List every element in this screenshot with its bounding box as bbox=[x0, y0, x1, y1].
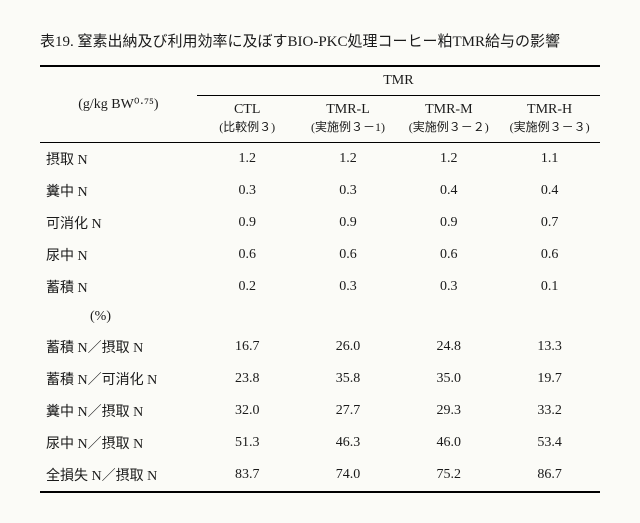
cell-value: 19.7 bbox=[499, 363, 600, 395]
cell-value: 0.3 bbox=[197, 175, 298, 207]
cell-value: 0.7 bbox=[499, 207, 600, 239]
table-row: 全損失 N／摂取 N83.774.075.286.7 bbox=[40, 459, 600, 492]
cell-value: 1.2 bbox=[298, 143, 399, 176]
cell-value: 0.4 bbox=[499, 175, 600, 207]
cell-value: 26.0 bbox=[298, 331, 399, 363]
table-row: 糞中 N0.30.30.40.4 bbox=[40, 175, 600, 207]
table-row: 蓄積 N／可消化 N23.835.835.019.7 bbox=[40, 363, 600, 395]
cell-value: 35.8 bbox=[298, 363, 399, 395]
table-row: 摂取 N1.21.21.21.1 bbox=[40, 143, 600, 176]
cell-value: 13.3 bbox=[499, 331, 600, 363]
cell-value: 86.7 bbox=[499, 459, 600, 492]
cell-value: 0.3 bbox=[298, 271, 399, 303]
row-label: 全損失 N／摂取 N bbox=[40, 459, 197, 492]
col-head-tmrm: TMR-M(実施例３－２) bbox=[398, 96, 499, 143]
cell-value: 32.0 bbox=[197, 395, 298, 427]
row-label: 蓄積 N／摂取 N bbox=[40, 331, 197, 363]
percent-row: (%) bbox=[40, 303, 600, 331]
cell-value: 74.0 bbox=[298, 459, 399, 492]
row-label: 糞中 N bbox=[40, 175, 197, 207]
cell-value: 0.6 bbox=[499, 239, 600, 271]
cell-value: 0.9 bbox=[298, 207, 399, 239]
nitrogen-balance-table: (g/kg BW⁰·⁷⁵) TMR CTL(比較例３) TMR-L(実施例３－1… bbox=[40, 65, 600, 493]
table-row: 尿中 N0.60.60.60.6 bbox=[40, 239, 600, 271]
cell-value: 51.3 bbox=[197, 427, 298, 459]
cell-value: 75.2 bbox=[398, 459, 499, 492]
cell-value: 23.8 bbox=[197, 363, 298, 395]
table-row: 蓄積 N／摂取 N16.726.024.813.3 bbox=[40, 331, 600, 363]
cell-value: 0.3 bbox=[398, 271, 499, 303]
table-row: 糞中 N／摂取 N32.027.729.333.2 bbox=[40, 395, 600, 427]
cell-value: 0.2 bbox=[197, 271, 298, 303]
table-row: 蓄積 N0.20.30.30.1 bbox=[40, 271, 600, 303]
cell-value: 29.3 bbox=[398, 395, 499, 427]
row-label: 尿中 N／摂取 N bbox=[40, 427, 197, 459]
cell-value: 0.6 bbox=[298, 239, 399, 271]
cell-value: 0.9 bbox=[398, 207, 499, 239]
cell-value: 16.7 bbox=[197, 331, 298, 363]
row-label: 蓄積 N／可消化 N bbox=[40, 363, 197, 395]
table-row: 可消化 N0.90.90.90.7 bbox=[40, 207, 600, 239]
cell-value: 1.2 bbox=[197, 143, 298, 176]
cell-value: 0.3 bbox=[298, 175, 399, 207]
col-head-ctl: CTL(比較例３) bbox=[197, 96, 298, 143]
row-label: 可消化 N bbox=[40, 207, 197, 239]
row-label: 糞中 N／摂取 N bbox=[40, 395, 197, 427]
cell-value: 1.1 bbox=[499, 143, 600, 176]
cell-value: 0.1 bbox=[499, 271, 600, 303]
row-label: 摂取 N bbox=[40, 143, 197, 176]
cell-value: 46.3 bbox=[298, 427, 399, 459]
cell-value: 27.7 bbox=[298, 395, 399, 427]
cell-value: 1.2 bbox=[398, 143, 499, 176]
cell-value: 53.4 bbox=[499, 427, 600, 459]
cell-value: 0.4 bbox=[398, 175, 499, 207]
row-label: 蓄積 N bbox=[40, 271, 197, 303]
cell-value: 46.0 bbox=[398, 427, 499, 459]
cell-value: 83.7 bbox=[197, 459, 298, 492]
super-header: TMR bbox=[197, 66, 600, 96]
percent-label: (%) bbox=[40, 303, 600, 331]
cell-value: 35.0 bbox=[398, 363, 499, 395]
cell-value: 0.6 bbox=[197, 239, 298, 271]
row-label: 尿中 N bbox=[40, 239, 197, 271]
table-title: 表19. 窒素出納及び利用効率に及ぼすBIO-PKC処理コーヒー粕TMR給与の影… bbox=[40, 30, 600, 51]
cell-value: 0.6 bbox=[398, 239, 499, 271]
table-row: 尿中 N／摂取 N51.346.346.053.4 bbox=[40, 427, 600, 459]
col-head-tmrl: TMR-L(実施例３－1) bbox=[298, 96, 399, 143]
col-head-tmrh: TMR-H(実施例３－３) bbox=[499, 96, 600, 143]
unit-label: (g/kg BW⁰·⁷⁵) bbox=[40, 66, 197, 143]
cell-value: 0.9 bbox=[197, 207, 298, 239]
cell-value: 24.8 bbox=[398, 331, 499, 363]
cell-value: 33.2 bbox=[499, 395, 600, 427]
